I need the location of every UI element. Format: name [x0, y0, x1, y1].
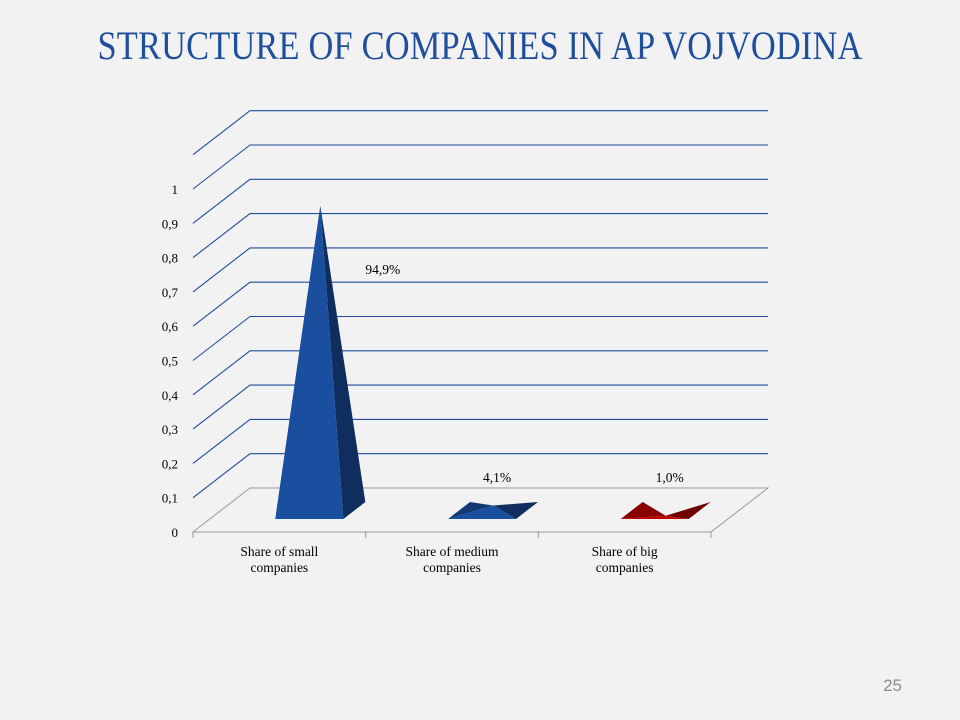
- pyramid-left-face: [448, 502, 493, 519]
- slide-title: STRUCTURE OF COMPANIES IN AP VOJVODINA: [97, 23, 863, 68]
- y-tick-label: 0,4: [162, 388, 179, 403]
- pyramid-side-face: [665, 502, 711, 519]
- pyramid-bar: [275, 205, 366, 519]
- pyramid-side-face: [493, 502, 538, 519]
- gridline: [192, 453, 768, 499]
- y-tick-label: 0,5: [162, 354, 178, 369]
- gridline: [192, 350, 768, 396]
- data-label: 1,0%: [656, 470, 684, 485]
- y-tick-label: 0,1: [162, 491, 178, 506]
- y-tick-label: 0,7: [162, 285, 179, 300]
- gridline: [192, 178, 768, 224]
- x-tick-label: Share of big: [592, 544, 658, 559]
- y-tick-label: 0: [172, 525, 179, 540]
- x-tick-label: companies: [423, 560, 481, 575]
- gridline: [192, 418, 768, 464]
- y-axis-tick-labels: 0 0,1 0,2 0,3 0,4 0,5 0,6 0,7 0,8 0,9 1: [162, 182, 179, 540]
- x-tick-label: Share of small: [240, 544, 318, 559]
- gridline: [192, 144, 768, 190]
- data-labels: 94,9% 4,1% 1,0%: [365, 262, 683, 485]
- pyramid-left-face: [620, 502, 666, 519]
- pyramid-side-face: [320, 205, 366, 519]
- chart-walls: [193, 111, 250, 532]
- y-tick-label: 1: [172, 182, 179, 197]
- pyramid-bar: [620, 502, 711, 519]
- x-tick-label: Share of medium: [406, 544, 499, 559]
- y-tick-label: 0,6: [162, 319, 179, 334]
- gridline: [192, 315, 768, 361]
- y-tick-label: 0,9: [162, 216, 178, 231]
- pyramid-front-face: [275, 205, 344, 519]
- data-label: 4,1%: [483, 470, 511, 485]
- x-tick-label: companies: [596, 560, 654, 575]
- pyramid-front-face: [448, 505, 516, 519]
- gridline: [192, 384, 768, 430]
- y-tick-label: 0,2: [162, 456, 178, 471]
- chart-bars: [275, 205, 711, 519]
- chart-gridlines: [192, 110, 768, 499]
- x-tick-label: companies: [250, 560, 308, 575]
- gridline: [192, 247, 768, 293]
- slide-number: 25: [883, 676, 902, 695]
- pyramid-bar: [448, 502, 538, 519]
- pyramid-front-face: [620, 515, 689, 519]
- side-wall: [193, 111, 250, 532]
- gridline: [192, 281, 768, 327]
- gridline: [192, 110, 768, 156]
- data-label: 94,9%: [365, 262, 400, 277]
- y-tick-label: 0,3: [162, 422, 178, 437]
- gridline: [192, 213, 768, 259]
- y-tick-label: 0,8: [162, 251, 178, 266]
